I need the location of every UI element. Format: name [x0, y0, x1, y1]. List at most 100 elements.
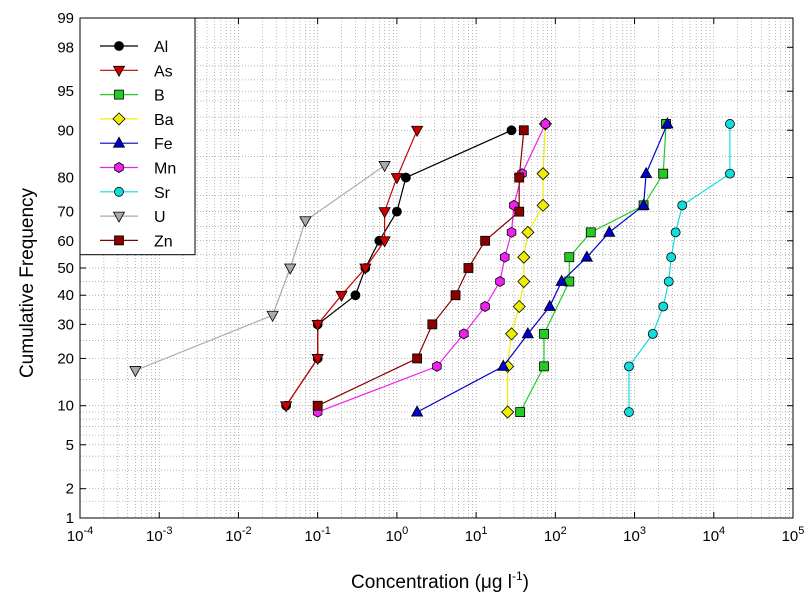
data-point-zn	[412, 353, 423, 364]
x-axis-title-superscript: -1	[512, 569, 523, 583]
data-point-zn	[514, 206, 525, 217]
x-tick-exponent: -1	[321, 525, 331, 537]
data-point-fe	[637, 198, 650, 210]
x-tick-exponent: 1	[481, 525, 487, 537]
x-tick-label: 100	[385, 525, 408, 545]
series-line-fe	[416, 123, 668, 413]
data-point-as	[390, 173, 404, 185]
x-tick-label: 104	[702, 525, 725, 545]
data-point-as	[311, 319, 324, 332]
x-tick-exponent: 0	[402, 525, 408, 537]
y-tick-label: 80	[57, 170, 74, 187]
data-point-u	[266, 310, 279, 323]
axis-ticks: 10-4 10-3 10-2 10-1 100 101 102 103 104 105125102…	[57, 10, 804, 545]
data-point-b	[585, 227, 596, 238]
x-tick-label: 105	[782, 525, 805, 545]
legend-item-mn: Mn	[100, 161, 176, 178]
data-point-sr	[624, 361, 634, 372]
y-tick-label: 70	[57, 204, 74, 221]
data-point-mn	[432, 360, 442, 372]
legend-swatch-marker	[114, 162, 124, 173]
legend-swatch-marker	[112, 65, 126, 78]
y-tick-label: 1	[66, 510, 74, 527]
data-point-as	[311, 354, 324, 366]
x-tick-base: 10	[544, 528, 561, 545]
legend-label: Zn	[154, 233, 173, 250]
data-point-b	[658, 168, 669, 179]
data-point-mn	[495, 276, 505, 287]
data-point-sr	[725, 168, 735, 179]
data-point-al	[506, 125, 517, 136]
data-point-zn	[427, 319, 438, 330]
data-point-sr	[663, 276, 674, 287]
x-tick-label: 102	[544, 525, 567, 545]
data-point-ba	[517, 250, 531, 264]
data-point-sr	[658, 301, 669, 312]
data-point-b	[564, 252, 575, 263]
data-point-fe	[555, 274, 568, 286]
legend-label: Ba	[154, 112, 174, 129]
data-point-fe	[661, 117, 674, 129]
legend-swatch-marker	[114, 41, 124, 51]
legend-label: B	[154, 88, 165, 105]
y-tick-label: 30	[57, 316, 74, 333]
data-point-as	[378, 236, 391, 248]
data-point-zn	[312, 400, 323, 411]
data-point-ba	[501, 405, 515, 419]
data-point-fe	[497, 359, 510, 371]
x-tick-base: 10	[623, 528, 640, 545]
data-point-ba	[512, 299, 526, 314]
data-point-u	[129, 366, 142, 378]
series-lines	[129, 117, 735, 419]
data-point-zn	[480, 235, 491, 246]
y-axis-title: Cumulative Frequency	[17, 187, 38, 378]
data-point-fe	[543, 299, 556, 311]
legend-swatch-marker	[114, 186, 124, 197]
data-point-u	[299, 216, 312, 228]
x-tick-label: 10-4	[67, 525, 93, 545]
legend-item-as: As	[100, 63, 173, 80]
y-tick-label: 5	[66, 437, 74, 454]
legend-item-b: B	[100, 88, 165, 105]
x-tick-label: 10-2	[225, 525, 251, 545]
legend-box	[79, 17, 196, 256]
x-axis-title: Concentration (μg l-1)	[351, 569, 529, 593]
legend-item-sr: Sr	[100, 185, 171, 202]
data-point-mn	[480, 301, 490, 312]
legend-label: Sr	[154, 185, 171, 202]
series-zn	[312, 125, 529, 411]
legend-item-al: Al	[100, 39, 168, 56]
series-mn	[312, 118, 551, 418]
x-tick-label: 10-3	[146, 525, 172, 545]
data-point-mn	[540, 118, 551, 130]
data-point-u	[284, 263, 297, 275]
x-tick-exponent: -2	[242, 525, 252, 537]
legend-label: As	[154, 63, 173, 80]
data-point-as	[279, 401, 293, 413]
y-tick-label: 60	[57, 233, 74, 250]
legend-label: Mn	[154, 161, 176, 178]
y-tick-label: 40	[57, 287, 74, 304]
x-tick-base: 10	[465, 528, 482, 545]
data-point-sr	[677, 200, 688, 211]
y-tick-label: 90	[57, 122, 74, 139]
data-point-mn	[500, 251, 510, 263]
legend-swatch-marker	[112, 211, 126, 223]
data-point-sr	[624, 407, 634, 417]
x-tick-label: 10-1	[304, 525, 330, 545]
data-point-b	[539, 328, 549, 339]
y-tick-label: 20	[57, 350, 74, 367]
legend-label: Al	[154, 39, 168, 56]
data-point-fe	[639, 166, 653, 179]
x-tick-base: 10	[702, 528, 719, 545]
x-tick-base: 10	[385, 528, 402, 545]
legend-swatch-marker	[114, 89, 124, 100]
data-point-mn	[459, 328, 469, 340]
data-point-ba	[504, 327, 519, 341]
data-point-zn	[450, 290, 461, 301]
series-line-ba	[507, 123, 546, 413]
data-point-ba	[517, 274, 531, 289]
data-point-fe	[603, 225, 616, 237]
data-point-u	[378, 161, 391, 173]
legend-item-zn: Zn	[100, 233, 173, 250]
